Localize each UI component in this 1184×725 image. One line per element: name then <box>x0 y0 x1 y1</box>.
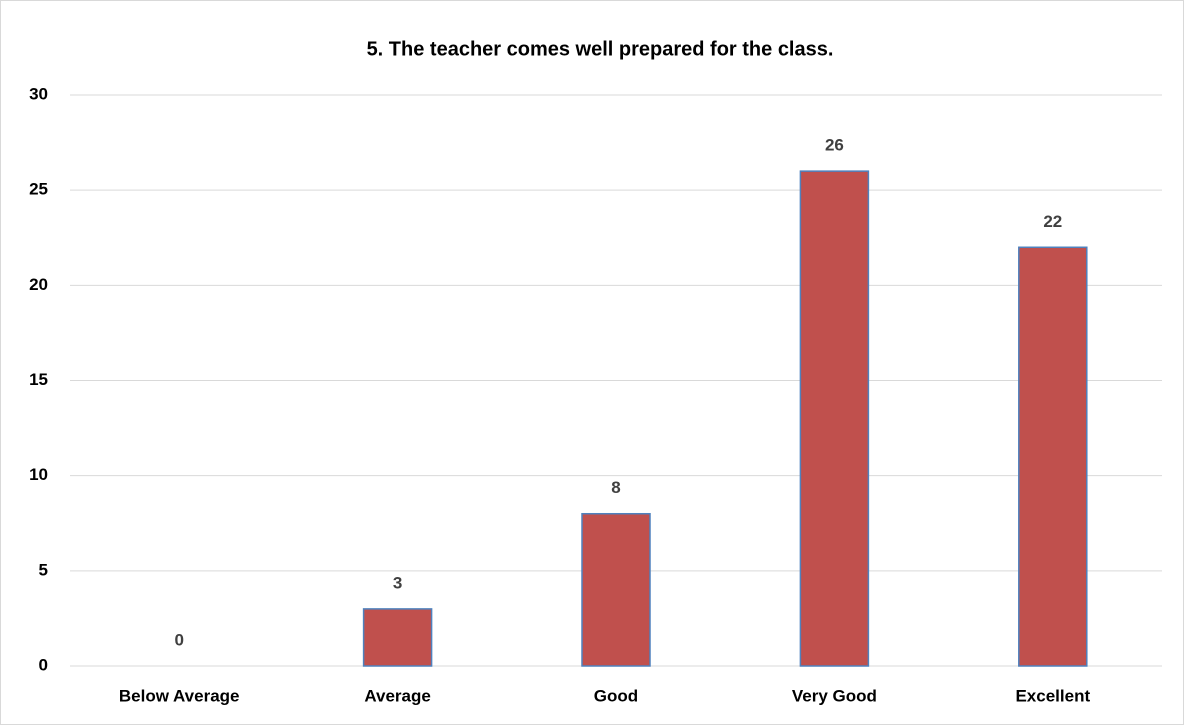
bar <box>799 170 870 667</box>
data-label: 3 <box>393 573 402 592</box>
y-tick-label: 20 <box>29 275 48 294</box>
y-tick-label: 30 <box>29 84 48 103</box>
x-tick-label: Good <box>594 686 638 705</box>
bar <box>1018 246 1088 667</box>
y-tick-label: 0 <box>39 655 48 674</box>
y-tick-label: 5 <box>39 560 48 579</box>
data-label: 26 <box>825 136 844 155</box>
y-tick-label: 15 <box>29 370 48 389</box>
data-label: 22 <box>1043 212 1062 231</box>
data-label: 8 <box>611 478 620 497</box>
y-tick-label: 25 <box>29 180 48 199</box>
y-tick-label: 10 <box>29 465 48 484</box>
x-tick-label: Excellent <box>1015 686 1090 705</box>
x-tick-label: Below Average <box>119 686 240 705</box>
bar <box>581 512 651 667</box>
x-tick-label: Average <box>364 686 430 705</box>
bar <box>362 608 433 667</box>
data-label: 0 <box>174 630 183 649</box>
chart-title: 5. The teacher comes well prepared for t… <box>367 38 834 60</box>
x-tick-label: Very Good <box>792 686 877 705</box>
